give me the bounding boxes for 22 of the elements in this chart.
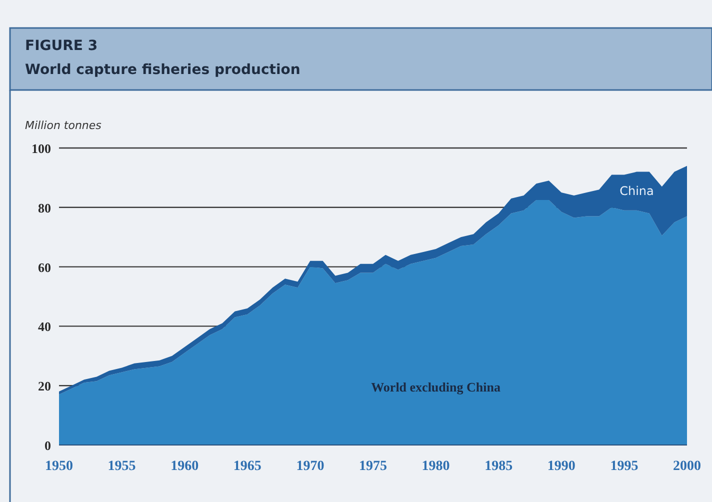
x-tick-label: 1965 — [233, 459, 262, 474]
x-tick-label: 1955 — [108, 459, 136, 474]
series-label: World excluding China — [371, 379, 501, 394]
x-tick-label: 1995 — [610, 459, 638, 474]
series-label: China — [620, 184, 654, 198]
x-tick-label: 1970 — [296, 459, 324, 474]
y-tick-label: 40 — [38, 319, 51, 334]
chart-subtitle: World capture fisheries production — [25, 62, 300, 78]
y-tick-label: 80 — [38, 200, 51, 216]
x-tick-label: 1950 — [45, 459, 73, 474]
y-axis-title: Million tonnes — [25, 119, 102, 132]
x-tick-label: 1990 — [547, 459, 576, 474]
y-tick-label: 60 — [38, 260, 51, 275]
x-tick-label: 1985 — [484, 459, 513, 474]
x-tick-label: 2000 — [673, 459, 701, 474]
chart-title: FIGURE 3 — [25, 38, 98, 54]
y-tick-label: 20 — [38, 378, 51, 394]
x-tick-label: 1960 — [170, 459, 199, 474]
x-tick-label: 1980 — [422, 459, 450, 474]
y-tick-label: 100 — [32, 141, 51, 156]
x-tick-label: 1975 — [359, 459, 387, 474]
y-tick-label: 0 — [44, 438, 51, 453]
